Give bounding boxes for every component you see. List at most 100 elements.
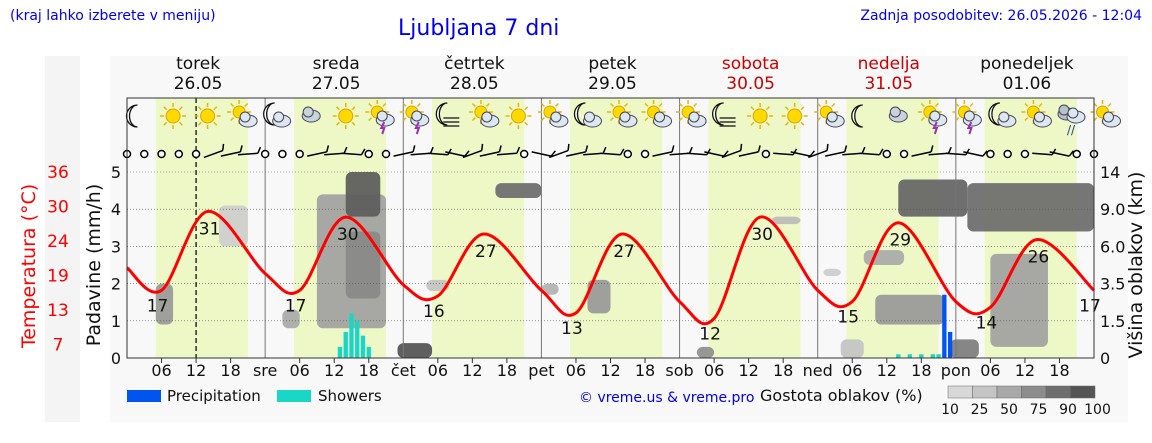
sun-ray (1024, 102, 1029, 107)
wind-shaft (220, 151, 241, 157)
temperature-label: 12 (699, 325, 721, 345)
wind-feather (360, 148, 366, 156)
wind-shaft (773, 152, 794, 156)
day-date: 01.06 (1003, 74, 1052, 94)
temp-tick: 19 (47, 267, 69, 287)
sun-ray (178, 106, 183, 111)
wind-feather (585, 145, 589, 153)
wind-shaft (307, 151, 327, 157)
sun-ray (402, 117, 407, 122)
temperature-label: 17 (285, 296, 307, 316)
credit: © vreme.us & vreme.pro (579, 390, 754, 406)
sun-icon (747, 103, 774, 129)
calm-wind (260, 149, 270, 159)
sun-ray (178, 121, 183, 126)
precip-tick: 3 (111, 237, 121, 256)
wind-feather (930, 145, 934, 153)
density-tick: 75 (1030, 402, 1048, 418)
sun-ray (800, 121, 805, 126)
wind-shaft (237, 152, 258, 156)
wind-shaft (686, 152, 707, 156)
calm-wind (381, 149, 391, 159)
wind-barb (738, 145, 761, 157)
wind-feather (516, 146, 521, 154)
sun-ray (368, 102, 373, 107)
wind-barb (307, 145, 330, 157)
hour-label: 06 (980, 361, 1000, 380)
sun-ray (524, 121, 529, 126)
wind-barb (479, 145, 502, 157)
sun-ray (609, 102, 614, 107)
temperature-label: 29 (889, 231, 911, 251)
hour-label: 12 (186, 361, 206, 380)
calm-wind (278, 149, 287, 159)
sun-disc (200, 108, 216, 124)
sun-ray (163, 106, 168, 111)
sun-ray (658, 102, 663, 107)
sun-ray (471, 117, 476, 122)
sun-ray (831, 102, 836, 107)
sun-ray (555, 102, 559, 107)
wind-shaft (842, 152, 863, 156)
day-name: sreda (313, 54, 360, 74)
page-title: Ljubljana 7 dni (398, 16, 560, 41)
cloud-puff (302, 106, 314, 118)
wind-barb (341, 148, 366, 156)
daylight-band (708, 98, 801, 358)
calm-wind (623, 149, 633, 159)
density-tick: 50 (1000, 402, 1018, 418)
temperature-label: 14 (976, 313, 998, 333)
cloud-tick: 6.0 (1100, 237, 1125, 256)
cloud-cell (950, 339, 979, 358)
wind-barb (928, 146, 952, 156)
hour-label: 18 (497, 361, 517, 380)
cloud-cell (771, 216, 801, 225)
wind-shaft (928, 152, 949, 156)
cloud-cell (282, 309, 300, 329)
wind-shaft (203, 149, 223, 159)
cloud-cell (990, 253, 1048, 347)
sun-ray (471, 102, 476, 107)
precipitation-legend: Precipitation (167, 387, 261, 405)
sun-ray (784, 121, 789, 126)
wind-feather (343, 146, 348, 154)
sun-ray (969, 102, 974, 107)
day-short: sob (665, 361, 693, 380)
showers-legend: Showers (318, 387, 382, 405)
wind-barb (393, 145, 416, 157)
wind-barb (203, 143, 225, 159)
cloud-tick: 3.5 (1100, 275, 1125, 294)
precip-tick: 2 (111, 275, 121, 294)
sun-icon (332, 103, 359, 129)
temperature-label: 26 (1028, 248, 1050, 268)
day-name: nedelja (858, 54, 920, 74)
legend: Precipitation Showers © vreme.us & vreme.p… (127, 385, 1111, 418)
calm-wind (140, 149, 149, 159)
cloud-cell (345, 231, 381, 299)
wind-feather (861, 146, 866, 154)
calm-wind (191, 149, 201, 159)
hour-label: 18 (220, 361, 240, 380)
wind-feather (326, 145, 330, 153)
sun-ray (920, 102, 925, 107)
wind-shaft (445, 151, 466, 157)
temp-tick: 7 (53, 336, 64, 356)
cloud-tick: 9.0 (1100, 200, 1125, 219)
wind-barb (911, 145, 934, 157)
wind-shaft (324, 152, 345, 156)
wind-shaft (808, 149, 828, 159)
sun-cloud-icon (468, 100, 500, 128)
hour-label: 18 (359, 361, 379, 380)
day-name: četrtek (444, 54, 505, 74)
wind-shaft (704, 151, 725, 157)
wind-barb (600, 148, 625, 156)
wind-barb (808, 143, 829, 159)
cloud-icon (301, 106, 321, 123)
sun-icon (781, 103, 808, 129)
temp-axis-label: Temperatura (°C) (18, 184, 40, 349)
sun-ray (213, 121, 218, 126)
wind-barb (324, 146, 348, 156)
wind-shaft (600, 152, 621, 156)
wind-shaft (341, 152, 362, 156)
wind-feather (982, 150, 988, 157)
